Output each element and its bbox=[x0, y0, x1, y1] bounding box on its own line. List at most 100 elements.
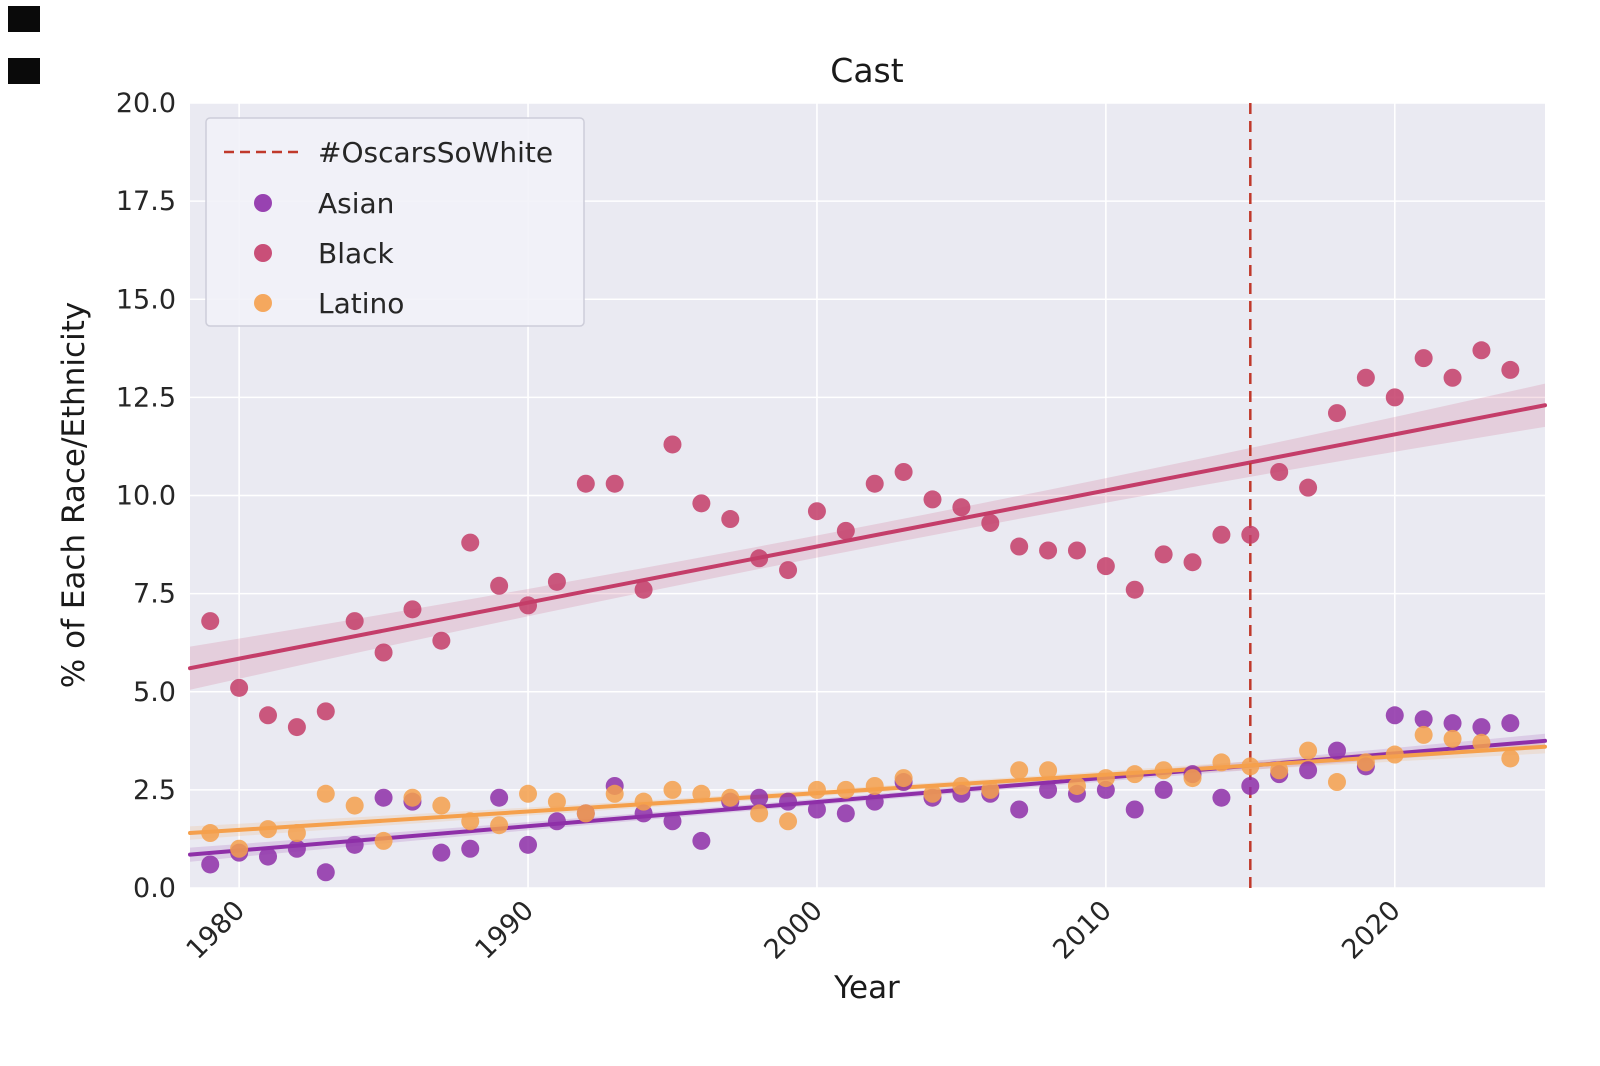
latino-point bbox=[605, 784, 624, 803]
latino-point bbox=[981, 780, 1000, 799]
latino-point bbox=[1327, 773, 1346, 792]
y-tick-label: 2.5 bbox=[133, 775, 176, 806]
legend-dot bbox=[254, 294, 272, 312]
latino-point bbox=[634, 792, 653, 811]
legend-label: #OscarsSoWhite bbox=[318, 136, 553, 169]
latino-point bbox=[1414, 725, 1433, 744]
latino-point bbox=[576, 804, 595, 823]
chart-title: Cast bbox=[830, 51, 903, 90]
latino-point bbox=[1385, 745, 1404, 764]
asian-point bbox=[1241, 776, 1260, 795]
black-point bbox=[1472, 341, 1491, 360]
latino-point bbox=[1472, 733, 1491, 752]
black-point bbox=[721, 510, 740, 529]
latino-point bbox=[1096, 769, 1115, 788]
black-point bbox=[1096, 557, 1115, 576]
black-point bbox=[692, 494, 711, 513]
latino-point bbox=[230, 839, 249, 858]
asian-point bbox=[374, 788, 393, 807]
asian-point bbox=[1472, 718, 1491, 737]
asian-point bbox=[1385, 706, 1404, 725]
asian-point bbox=[1154, 780, 1173, 799]
asian-point bbox=[316, 863, 335, 882]
latino-point bbox=[750, 804, 769, 823]
latino-point bbox=[287, 824, 306, 843]
black-point bbox=[1270, 462, 1289, 481]
latino-point bbox=[1443, 729, 1462, 748]
black-point bbox=[634, 580, 653, 599]
asian-point bbox=[201, 855, 220, 874]
x-tick-label: 1980 bbox=[181, 895, 252, 966]
x-tick-label: 2000 bbox=[758, 895, 829, 966]
asian-point bbox=[1212, 788, 1231, 807]
latino-point bbox=[1125, 765, 1144, 784]
black-point bbox=[779, 561, 798, 580]
black-point bbox=[981, 513, 1000, 532]
latino-point bbox=[807, 780, 826, 799]
latino-point bbox=[345, 796, 364, 815]
black-point bbox=[490, 576, 509, 595]
latino-point bbox=[1501, 749, 1520, 768]
black-point bbox=[1443, 368, 1462, 387]
black-point bbox=[1183, 553, 1202, 572]
asian-point bbox=[692, 831, 711, 850]
black-point bbox=[259, 706, 278, 725]
black-point bbox=[923, 490, 942, 509]
asian-point bbox=[461, 839, 480, 858]
latino-point bbox=[1154, 761, 1173, 780]
x-tick-label: 2010 bbox=[1047, 895, 1118, 966]
latino-point bbox=[1212, 753, 1231, 772]
asian-point bbox=[287, 839, 306, 858]
latino-point bbox=[894, 769, 913, 788]
asian-point bbox=[865, 792, 884, 811]
asian-point bbox=[490, 788, 509, 807]
asian-point bbox=[663, 812, 682, 831]
asian-point bbox=[1299, 761, 1318, 780]
black-point bbox=[865, 474, 884, 493]
y-tick-label: 20.0 bbox=[116, 88, 176, 119]
black-point bbox=[432, 631, 451, 650]
black-point bbox=[461, 533, 480, 552]
latino-point bbox=[1299, 741, 1318, 760]
black-point bbox=[750, 549, 769, 568]
asian-point bbox=[1327, 741, 1346, 760]
asian-point bbox=[779, 792, 798, 811]
y-tick-label: 7.5 bbox=[133, 579, 176, 610]
latino-point bbox=[1356, 753, 1375, 772]
black-point bbox=[287, 718, 306, 737]
legend-box bbox=[205, 117, 585, 327]
black-point bbox=[1039, 541, 1058, 560]
y-axis-label: % of Each Race/Ethnicity bbox=[56, 302, 92, 688]
latino-point bbox=[692, 784, 711, 803]
black-point bbox=[1356, 368, 1375, 387]
asian-point bbox=[345, 835, 364, 854]
asian-point bbox=[1039, 780, 1058, 799]
y-tick-label: 15.0 bbox=[116, 284, 176, 315]
black-point bbox=[403, 600, 422, 619]
black-point bbox=[345, 612, 364, 631]
black-point bbox=[894, 462, 913, 481]
black-point bbox=[1010, 537, 1029, 556]
black-point bbox=[316, 702, 335, 721]
black-point bbox=[230, 678, 249, 697]
black-point bbox=[807, 502, 826, 521]
legend-dot bbox=[254, 194, 272, 212]
black-point bbox=[374, 643, 393, 662]
asian-point bbox=[547, 812, 566, 831]
x-tick-label: 1990 bbox=[469, 895, 540, 966]
y-tick-label: 12.5 bbox=[116, 382, 176, 413]
latino-point bbox=[1270, 761, 1289, 780]
asian-point bbox=[519, 835, 538, 854]
latino-point bbox=[432, 796, 451, 815]
latino-point bbox=[259, 820, 278, 839]
black-point bbox=[1414, 349, 1433, 368]
y-tick-label: 17.5 bbox=[116, 186, 176, 217]
legend-label: Black bbox=[318, 237, 395, 270]
screenshot-artifact-mark bbox=[8, 6, 40, 32]
latino-point bbox=[461, 812, 480, 831]
latino-point bbox=[547, 792, 566, 811]
latino-point bbox=[490, 816, 509, 835]
black-point bbox=[1327, 404, 1346, 423]
black-point bbox=[663, 435, 682, 454]
